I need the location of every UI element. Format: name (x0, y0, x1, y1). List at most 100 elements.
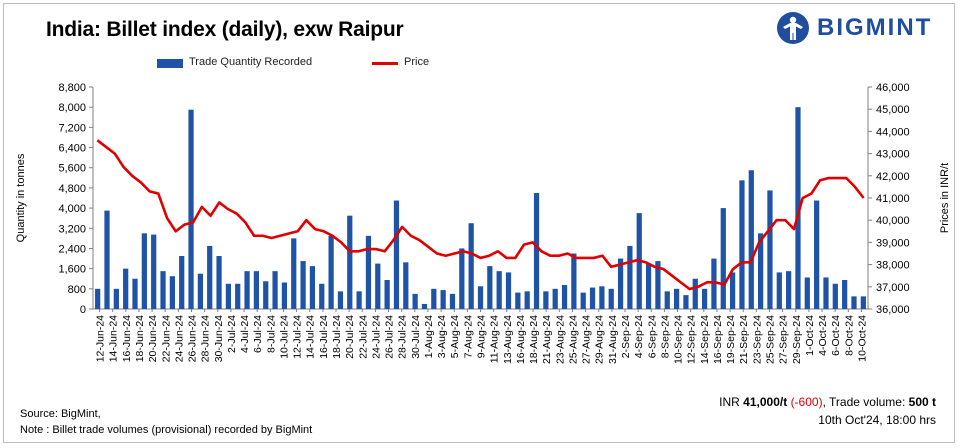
bar (580, 292, 586, 309)
bar (739, 180, 745, 309)
x-tick-label: 10-Sep-24 (673, 315, 685, 364)
bar (235, 283, 241, 309)
summary-prefix: INR (719, 395, 740, 409)
y-tick-left-label: 8,800 (58, 82, 86, 94)
x-tick-label: 13-Aug-24 (502, 315, 514, 364)
bar (701, 288, 708, 309)
bar (729, 272, 736, 309)
x-tick-label: 2-Jul-24 (226, 315, 238, 353)
bar (851, 296, 857, 309)
summary-volume-label: , Trade volume: (822, 395, 906, 409)
x-tick-label: 16-Aug-24 (515, 315, 527, 364)
bar (627, 245, 633, 309)
bar (496, 271, 502, 309)
legend-label-trade-quantity: Trade Quantity Recorded (189, 56, 313, 68)
bar (449, 293, 456, 309)
y-tick-right-label: 46,000 (876, 82, 910, 94)
y-tick-left-label: 7,200 (58, 122, 86, 134)
x-tick-label: 4-Oct-24 (817, 315, 829, 356)
x-tick-label: 9-Aug-24 (476, 315, 488, 358)
y-tick-left-label: 5,600 (58, 163, 86, 175)
x-tick-label: 4-Jul-24 (239, 315, 251, 353)
bar (272, 271, 278, 309)
y-tick-left-label: 2,400 (58, 243, 86, 255)
y-tick-left-label: 0 (80, 304, 86, 316)
x-tick-label: 12-Sep-24 (686, 315, 698, 364)
bar (589, 287, 596, 309)
bar (608, 288, 614, 309)
x-tick-label: 4-Sep-24 (633, 315, 645, 358)
footer-source: Source: BigMint, (20, 408, 101, 420)
y-tick-right-label: 39,000 (876, 237, 910, 249)
bar (123, 268, 129, 309)
x-tick-label: 31-Aug-24 (607, 315, 619, 364)
bar (804, 277, 810, 309)
bar (767, 190, 773, 309)
x-tick-label: 20-Jun-24 (147, 315, 159, 362)
y-tick-left-label: 3,200 (58, 223, 86, 235)
bar (673, 288, 680, 309)
y-tick-right-label: 43,000 (876, 149, 910, 161)
bar (412, 293, 418, 309)
x-tick-label: 7-Aug-24 (462, 315, 474, 358)
bar (599, 286, 605, 309)
x-tick-label: 5-Aug-24 (449, 315, 461, 358)
bar (244, 271, 250, 309)
y-tick-left-label: 4,000 (58, 203, 86, 215)
bar (95, 288, 101, 309)
y-tick-left-label: 1,600 (58, 264, 86, 276)
bar (655, 261, 661, 309)
x-tick-label: 28-Jul-24 (397, 315, 409, 359)
bar (104, 210, 110, 309)
bar (141, 233, 147, 309)
bar (823, 277, 829, 309)
chart-title: India: Billet index (daily), exw Raipur (46, 18, 404, 41)
bar (169, 276, 175, 309)
x-tick-label: 30-Jul-24 (410, 315, 422, 359)
x-tick-label: 6-Oct-24 (830, 315, 842, 356)
bar (683, 295, 689, 310)
bar (197, 273, 203, 309)
y-axis-right-title: Prices in INR/t (939, 163, 951, 233)
bar (281, 282, 288, 309)
summary-change: (-600) (790, 395, 823, 409)
y-tick-left-label: 8,000 (58, 102, 86, 114)
x-tick-label: 8-Oct-24 (843, 315, 855, 356)
bar (758, 233, 764, 309)
x-tick-label: 30-Jun-24 (213, 315, 225, 362)
bar (748, 170, 754, 309)
bar (692, 278, 698, 309)
bar (337, 291, 344, 309)
x-tick-label: 10-Jul-24 (278, 315, 290, 359)
x-tick-label: 23-Aug-24 (554, 315, 566, 364)
bar (393, 200, 400, 309)
x-tick-label: 1-Oct-24 (804, 315, 816, 356)
bar (225, 283, 232, 309)
bar (533, 192, 540, 309)
y-tick-right-label: 40,000 (876, 215, 910, 227)
x-tick-label: 16-Sep-24 (712, 315, 724, 364)
bar (524, 291, 530, 309)
summary-volume: 500 t (908, 395, 936, 409)
x-tick-label: 16-Jun-24 (121, 315, 133, 362)
x-tick-label: 1-Aug-24 (423, 315, 435, 358)
y-tick-left-label: 800 (68, 284, 86, 296)
bar (468, 223, 474, 309)
x-tick-label: 16-Jul-24 (318, 315, 330, 359)
price-summary: INR 41,000/t (-600), Trade volume: 500 t (719, 395, 936, 409)
chart-frame (3, 3, 955, 443)
bar (179, 256, 185, 309)
bar (505, 272, 512, 309)
bar (347, 215, 353, 309)
legend-swatch-line (372, 62, 398, 65)
x-tick-label: 21-Aug-24 (541, 315, 553, 364)
legend-swatch-bar (157, 59, 183, 68)
x-tick-label: 26-Jul-24 (384, 315, 396, 359)
x-tick-label: 6-Sep-24 (646, 315, 658, 358)
x-tick-label: 14-Sep-24 (699, 315, 711, 364)
bar (216, 256, 222, 309)
x-tick-label: 27-Aug-24 (581, 315, 593, 364)
x-tick-label: 11-Aug-24 (489, 315, 501, 363)
bar (776, 272, 782, 309)
bar (319, 283, 325, 309)
